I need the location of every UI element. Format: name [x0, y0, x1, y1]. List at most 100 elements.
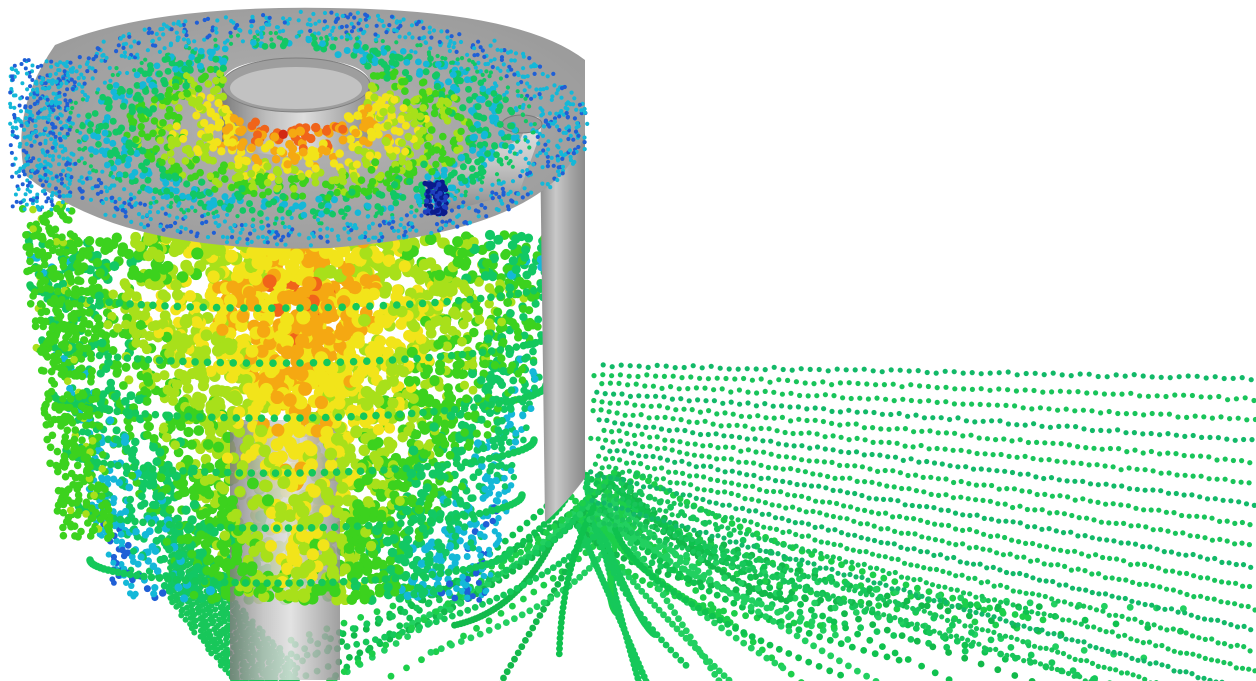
- particle: [931, 552, 937, 559]
- particle: [1101, 664, 1107, 670]
- particle: [935, 592, 943, 600]
- particle: [645, 569, 652, 577]
- particle: [607, 564, 615, 571]
- particle: [926, 398, 932, 404]
- particle: [559, 604, 567, 611]
- particle: [193, 425, 205, 436]
- particle: [792, 493, 798, 499]
- particle: [966, 481, 972, 487]
- particle: [874, 565, 880, 572]
- particle: [1217, 536, 1223, 543]
- particle: [709, 533, 715, 539]
- particle: [1233, 561, 1239, 568]
- particle: [407, 601, 415, 608]
- particle: [734, 422, 740, 428]
- particle: [1164, 627, 1170, 633]
- particle: [830, 593, 836, 599]
- particle: [1017, 437, 1023, 443]
- particle: [852, 463, 858, 469]
- particle: [1131, 430, 1137, 436]
- particle: [818, 554, 825, 562]
- particle: [905, 413, 911, 419]
- particle: [713, 555, 719, 562]
- particle: [729, 480, 735, 486]
- particle: [729, 433, 735, 439]
- particle: [598, 543, 606, 551]
- particle: [753, 403, 760, 409]
- particle: [685, 545, 691, 552]
- particle: [1182, 610, 1188, 616]
- particle: [585, 565, 593, 572]
- particle: [700, 496, 706, 503]
- particle: [1061, 511, 1067, 517]
- particle: [525, 553, 533, 561]
- particle: [1076, 586, 1082, 592]
- particle: [945, 649, 952, 656]
- particle: [625, 382, 631, 388]
- particle: [702, 385, 708, 391]
- particle: [936, 492, 942, 498]
- particle: [955, 415, 961, 421]
- particle: [736, 470, 743, 476]
- particle: [908, 382, 914, 388]
- particle: [843, 367, 849, 373]
- particle: [639, 492, 645, 498]
- particle: [716, 616, 724, 624]
- particle: [769, 550, 775, 556]
- particle: [487, 571, 494, 578]
- particle: [847, 571, 853, 578]
- particle: [445, 589, 453, 597]
- particle: [895, 498, 901, 504]
- particle: [845, 662, 852, 670]
- particle: [1109, 593, 1115, 599]
- particle: [600, 445, 606, 451]
- particle: [788, 418, 794, 424]
- particle: [916, 503, 923, 509]
- particle: [1228, 498, 1234, 504]
- particle: [1041, 372, 1047, 378]
- particle: [657, 563, 665, 570]
- particle: [1209, 515, 1215, 521]
- particle: [1195, 675, 1201, 681]
- particle: [854, 630, 861, 638]
- particle: [695, 538, 701, 544]
- particle: [904, 515, 910, 521]
- particle: [901, 560, 908, 566]
- particle: [655, 543, 663, 551]
- particle: [640, 444, 646, 450]
- particle: [1158, 527, 1164, 533]
- particle: [1082, 568, 1088, 574]
- particle: [795, 467, 801, 473]
- particle: [1004, 652, 1010, 659]
- particle: [726, 366, 732, 372]
- particle: [961, 641, 969, 649]
- particle: [1247, 460, 1253, 466]
- particle: [682, 627, 690, 635]
- particle: [1247, 583, 1253, 590]
- particle: [591, 397, 597, 404]
- particle: [926, 629, 934, 637]
- particle: [950, 617, 956, 623]
- particle: [681, 406, 687, 412]
- particle: [900, 396, 906, 402]
- particle: [898, 602, 904, 608]
- particle: [841, 572, 847, 578]
- particle: [911, 516, 917, 522]
- particle: [627, 480, 633, 486]
- particle: [1232, 601, 1238, 607]
- particle: [707, 544, 713, 550]
- particle: [494, 623, 502, 630]
- particle: [996, 486, 1002, 492]
- particle: [980, 497, 986, 503]
- particle: [688, 515, 694, 522]
- particle: [1082, 678, 1088, 681]
- particle: [815, 663, 823, 670]
- particle: [1113, 667, 1119, 673]
- particle: [1158, 374, 1164, 380]
- particle: [1038, 457, 1044, 463]
- particle: [824, 512, 830, 518]
- particle: [479, 600, 486, 608]
- particle: [1022, 387, 1028, 393]
- particle: [647, 443, 653, 449]
- particle: [994, 402, 1001, 408]
